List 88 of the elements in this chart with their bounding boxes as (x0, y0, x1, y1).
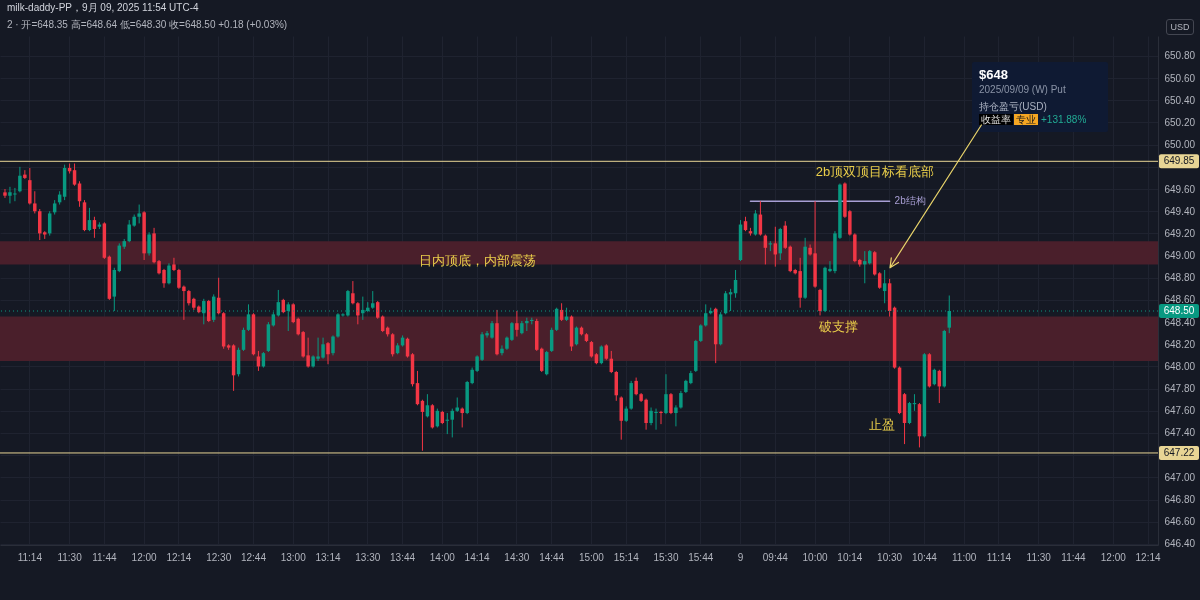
ref-line-label: 648.50 (1163, 305, 1195, 317)
x-tick-label: 15:00 (578, 551, 605, 563)
y-tick-label: 650.00 (1164, 139, 1196, 151)
y-tick-label: 648.80 (1164, 272, 1196, 284)
x-tick-label: 15:14 (613, 551, 640, 563)
x-tick-label: 11:44 (1061, 551, 1087, 563)
x-tick-label: 11:00 (952, 551, 977, 563)
x-tick-label: 12:00 (1100, 551, 1127, 563)
candlestick (326, 341, 330, 365)
x-tick-label: 9 (737, 551, 744, 563)
x-tick-label: 13:44 (390, 551, 416, 563)
x-tick-label: 12:30 (206, 551, 232, 563)
y-tick-label: 646.40 (1164, 538, 1196, 550)
y-tick-label: 649.40 (1164, 205, 1196, 217)
x-tick-label: 13:30 (355, 551, 381, 563)
candlestick (460, 406, 464, 428)
x-tick-label: 12:44 (240, 551, 267, 563)
annotation: +131.88% (1041, 114, 1087, 125)
candlestick (659, 410, 663, 425)
y-tick-label: 647.80 (1164, 383, 1196, 395)
annotation: 收益率 (979, 114, 1013, 125)
ref-line-label: 647.22 (1163, 446, 1195, 458)
ref-line-label: 649.85 (1163, 155, 1195, 167)
y-tick-label: 650.40 (1164, 94, 1196, 106)
x-tick-label: 13:00 (280, 551, 307, 563)
candlestick (818, 288, 822, 316)
annotation: 破支撑 (817, 319, 858, 334)
y-tick-label: 646.80 (1164, 494, 1196, 506)
chart-subtitle: 2 · 开=648.35 高=648.64 低=648.30 收=648.50 +0.18 (+0.03%) (7, 19, 288, 30)
x-tick-label: 15:30 (653, 551, 679, 563)
x-tick-label: 11:30 (1026, 551, 1052, 563)
candlestick (500, 344, 504, 356)
candlestick (18, 166, 22, 193)
chart-title: milk-daddy-PP，9月 09, 2025 11:54 UTC-4 (7, 2, 200, 13)
y-tick-label: 650.60 (1164, 72, 1196, 84)
x-tick-label: 14:44 (539, 551, 565, 563)
candlestick (863, 250, 867, 284)
x-tick-label: 14:30 (504, 551, 530, 563)
x-tick-label: 10:00 (802, 551, 829, 563)
annotation: $648 (979, 67, 1009, 83)
y-tick-label: 647.40 (1164, 427, 1196, 439)
x-tick-label: 10:14 (837, 551, 863, 563)
candlestick (664, 373, 668, 415)
x-tick-label: 14:00 (429, 551, 456, 563)
annotation: 专业 (1014, 114, 1038, 125)
candlestick (172, 257, 176, 272)
candlestick (28, 167, 32, 206)
x-tick-label: 11:30 (57, 551, 83, 563)
y-tick-label: 648.20 (1164, 338, 1196, 350)
x-tick-label: 11:14 (17, 551, 43, 563)
candlestick (515, 310, 519, 338)
y-tick-label: 647.60 (1164, 405, 1196, 417)
x-tick-label: 14:14 (464, 551, 491, 563)
y-tick-label: 649.60 (1164, 183, 1196, 195)
y-tick-label: 648.40 (1164, 316, 1196, 328)
x-tick-label: 12:14 (166, 551, 192, 563)
x-tick-label: 11:14 (986, 551, 1012, 563)
y-tick-label: 647.00 (1164, 471, 1196, 483)
candlestick (331, 334, 335, 356)
x-tick-label: 10:44 (911, 551, 938, 563)
annotation: 2025/09/09 (W) Put (979, 83, 1067, 96)
candlestick (351, 280, 355, 305)
x-tick-label: 13:14 (315, 551, 341, 563)
candlestick (137, 204, 141, 224)
candlestick (72, 163, 77, 187)
candlestick (669, 392, 673, 415)
annotation: 止盈 (869, 417, 895, 432)
x-tick-label: 09:44 (762, 551, 789, 563)
y-tick-label: 649.20 (1164, 227, 1196, 239)
y-tick-label: 649.00 (1164, 250, 1196, 262)
candlestick (3, 188, 7, 199)
y-tick-label: 648.60 (1164, 294, 1196, 306)
candlestick (167, 262, 171, 285)
x-tick-label: 11:44 (92, 551, 117, 563)
x-tick-label: 10:30 (877, 551, 903, 563)
x-tick-label: 12:00 (131, 551, 158, 563)
candlestick (33, 190, 37, 214)
y-tick-label: 650.20 (1164, 117, 1196, 128)
y-tick-label: 648.00 (1164, 360, 1196, 372)
currency-button: USD (1166, 19, 1194, 35)
candlestick (674, 404, 678, 427)
x-tick-label: 12:14 (1135, 551, 1162, 563)
annotation: 持仓盈亏(USD) (979, 100, 1048, 113)
x-tick-label: 15:44 (688, 551, 714, 563)
y-tick-label: 650.80 (1164, 50, 1196, 62)
annotation: 日内顶底，内部震荡 (418, 253, 536, 269)
candlestick (147, 231, 151, 257)
y-tick-label: 646.60 (1164, 516, 1196, 528)
